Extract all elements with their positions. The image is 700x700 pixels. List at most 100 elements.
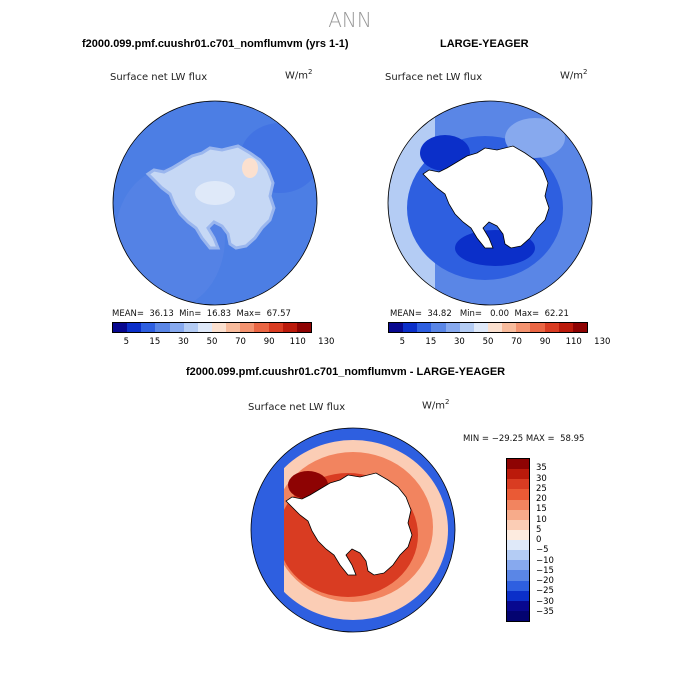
colorbar-swatch bbox=[226, 323, 241, 332]
colorbar-tick-label: 15 bbox=[149, 337, 161, 347]
colorbar-tick-label: 70 bbox=[235, 337, 246, 347]
colorbar-swatch bbox=[459, 323, 474, 332]
map-border bbox=[250, 427, 456, 633]
colorbar-swatch bbox=[507, 590, 529, 601]
colorbar-swatch bbox=[516, 323, 531, 332]
colorbar-tick-label: −5 bbox=[536, 545, 549, 556]
colorbar-tick-label: 30 bbox=[536, 473, 547, 484]
colorbar-swatch bbox=[113, 323, 128, 332]
map-border bbox=[112, 100, 318, 306]
colorbar-swatch bbox=[507, 459, 529, 470]
colorbar-swatch bbox=[507, 610, 529, 621]
colorbar-tick-label: −35 bbox=[536, 606, 554, 617]
colorbar-swatch bbox=[507, 600, 529, 611]
colorbar-swatch bbox=[507, 489, 529, 500]
panel2-title: LARGE-YEAGER bbox=[440, 38, 529, 50]
colorbar-tick-label: −10 bbox=[536, 555, 554, 566]
panel2-map bbox=[387, 100, 593, 306]
colorbar-swatch bbox=[155, 323, 170, 332]
colorbar-tick-label: 90 bbox=[263, 337, 275, 347]
colorbar-swatch bbox=[254, 323, 269, 332]
colorbar-tick-label: 15 bbox=[425, 337, 437, 347]
colorbar-swatch bbox=[211, 323, 227, 332]
colorbar-swatch bbox=[431, 323, 446, 332]
panel3-colorbar-labels: 35 30 25 20 15 10 5 0 −5 −10 −15 −20 −25 −30 −35 bbox=[536, 458, 576, 622]
colorbar-swatch bbox=[240, 323, 255, 332]
colorbar-tick-label: 70 bbox=[511, 337, 522, 347]
colorbar-tick-label: 30 bbox=[454, 337, 465, 347]
colorbar-swatch bbox=[445, 323, 460, 332]
field-patch bbox=[505, 118, 565, 158]
panel1-units-exp: 2 bbox=[308, 68, 313, 76]
colorbar-swatch bbox=[530, 323, 545, 332]
panel3-units-base: W/m bbox=[422, 400, 445, 412]
field-patch bbox=[251, 428, 284, 632]
panel3-colorbar bbox=[506, 458, 530, 622]
panel2-colorbar bbox=[388, 322, 588, 333]
colorbar-swatch bbox=[558, 323, 573, 332]
colorbar-swatch bbox=[403, 323, 418, 332]
colorbar-tick-label: 25 bbox=[536, 483, 547, 494]
colorbar-swatch bbox=[507, 560, 529, 571]
colorbar-swatch bbox=[507, 550, 529, 561]
colorbar-tick-label: 30 bbox=[178, 337, 189, 347]
colorbar-swatch bbox=[544, 323, 559, 332]
colorbar-swatch bbox=[507, 570, 529, 581]
colorbar-swatch bbox=[389, 323, 404, 332]
panel2-stats: MEAN= 34.82 Min= 0.00 Max= 62.21 bbox=[390, 309, 569, 319]
panel1-colorbar-labels: 5 15 30 50 70 90 110 130 bbox=[112, 337, 335, 349]
colorbar-swatch bbox=[487, 323, 503, 332]
colorbar-swatch bbox=[507, 499, 529, 510]
colorbar-swatch bbox=[572, 323, 587, 332]
colorbar-swatch bbox=[507, 469, 529, 480]
continent-field bbox=[422, 145, 550, 249]
colorbar-tick-label: 50 bbox=[482, 337, 494, 347]
colorbar-tick-label: 0 bbox=[536, 535, 542, 545]
colorbar-swatch bbox=[141, 323, 156, 332]
map-field bbox=[251, 428, 455, 632]
colorbar-swatch bbox=[507, 519, 529, 530]
colorbar-swatch bbox=[197, 323, 212, 332]
panel1-stats: MEAN= 36.13 Min= 16.83 Max= 67.57 bbox=[112, 309, 291, 319]
map-field bbox=[388, 101, 592, 305]
colorbar-swatch bbox=[169, 323, 184, 332]
colorbar-swatch bbox=[507, 580, 529, 591]
panel3-title: f2000.099.pmf.cuushr01.c701_nomflumvm - … bbox=[186, 366, 506, 378]
colorbar-tick-label: 130 bbox=[594, 337, 611, 347]
colorbar-swatch bbox=[507, 529, 529, 540]
colorbar-tick-label: 50 bbox=[206, 337, 218, 347]
panel2-variable-label: Surface net LW flux bbox=[385, 72, 483, 83]
map-border bbox=[387, 100, 593, 306]
colorbar-swatch bbox=[417, 323, 432, 332]
colorbar-tick-label: 35 bbox=[536, 463, 547, 474]
colorbar-tick-label: 5 bbox=[123, 337, 129, 347]
colorbar-tick-label: 20 bbox=[536, 494, 547, 504]
colorbar-tick-label: 5 bbox=[399, 337, 405, 347]
continent-field bbox=[285, 472, 413, 576]
colorbar-swatch bbox=[507, 479, 529, 490]
colorbar-swatch bbox=[282, 323, 297, 332]
colorbar-tick-label: 110 bbox=[565, 337, 582, 347]
colorbar-swatch bbox=[507, 509, 529, 520]
panel3-stats: MIN = −29.25 MAX = 58.95 bbox=[463, 434, 585, 444]
colorbar-swatch bbox=[502, 323, 517, 332]
panel3-variable-label: Surface net LW flux bbox=[248, 402, 346, 413]
colorbar-swatch bbox=[268, 323, 283, 332]
colorbar-tick-label: −20 bbox=[536, 576, 554, 586]
field-patch bbox=[242, 158, 258, 178]
field-patch bbox=[195, 181, 235, 205]
panel2-colorbar-labels: 5 15 30 50 70 90 110 130 bbox=[388, 337, 611, 349]
panel1-variable-label: Surface net LW flux bbox=[110, 72, 208, 83]
colorbar-swatch bbox=[127, 323, 142, 332]
colorbar-tick-label: −15 bbox=[536, 565, 554, 576]
colorbar-swatch bbox=[296, 323, 311, 332]
colorbar-tick-label: 90 bbox=[539, 337, 551, 347]
panel1-units-base: W/m bbox=[285, 70, 308, 82]
panel3-map bbox=[250, 427, 456, 633]
colorbar-tick-label: 15 bbox=[536, 504, 547, 515]
colorbar-swatch bbox=[507, 540, 529, 551]
colorbar-swatch bbox=[473, 323, 488, 332]
panel3-units-exp: 2 bbox=[445, 398, 450, 406]
panel1-units: W/m2 bbox=[285, 68, 312, 81]
panel1-map bbox=[112, 100, 318, 306]
